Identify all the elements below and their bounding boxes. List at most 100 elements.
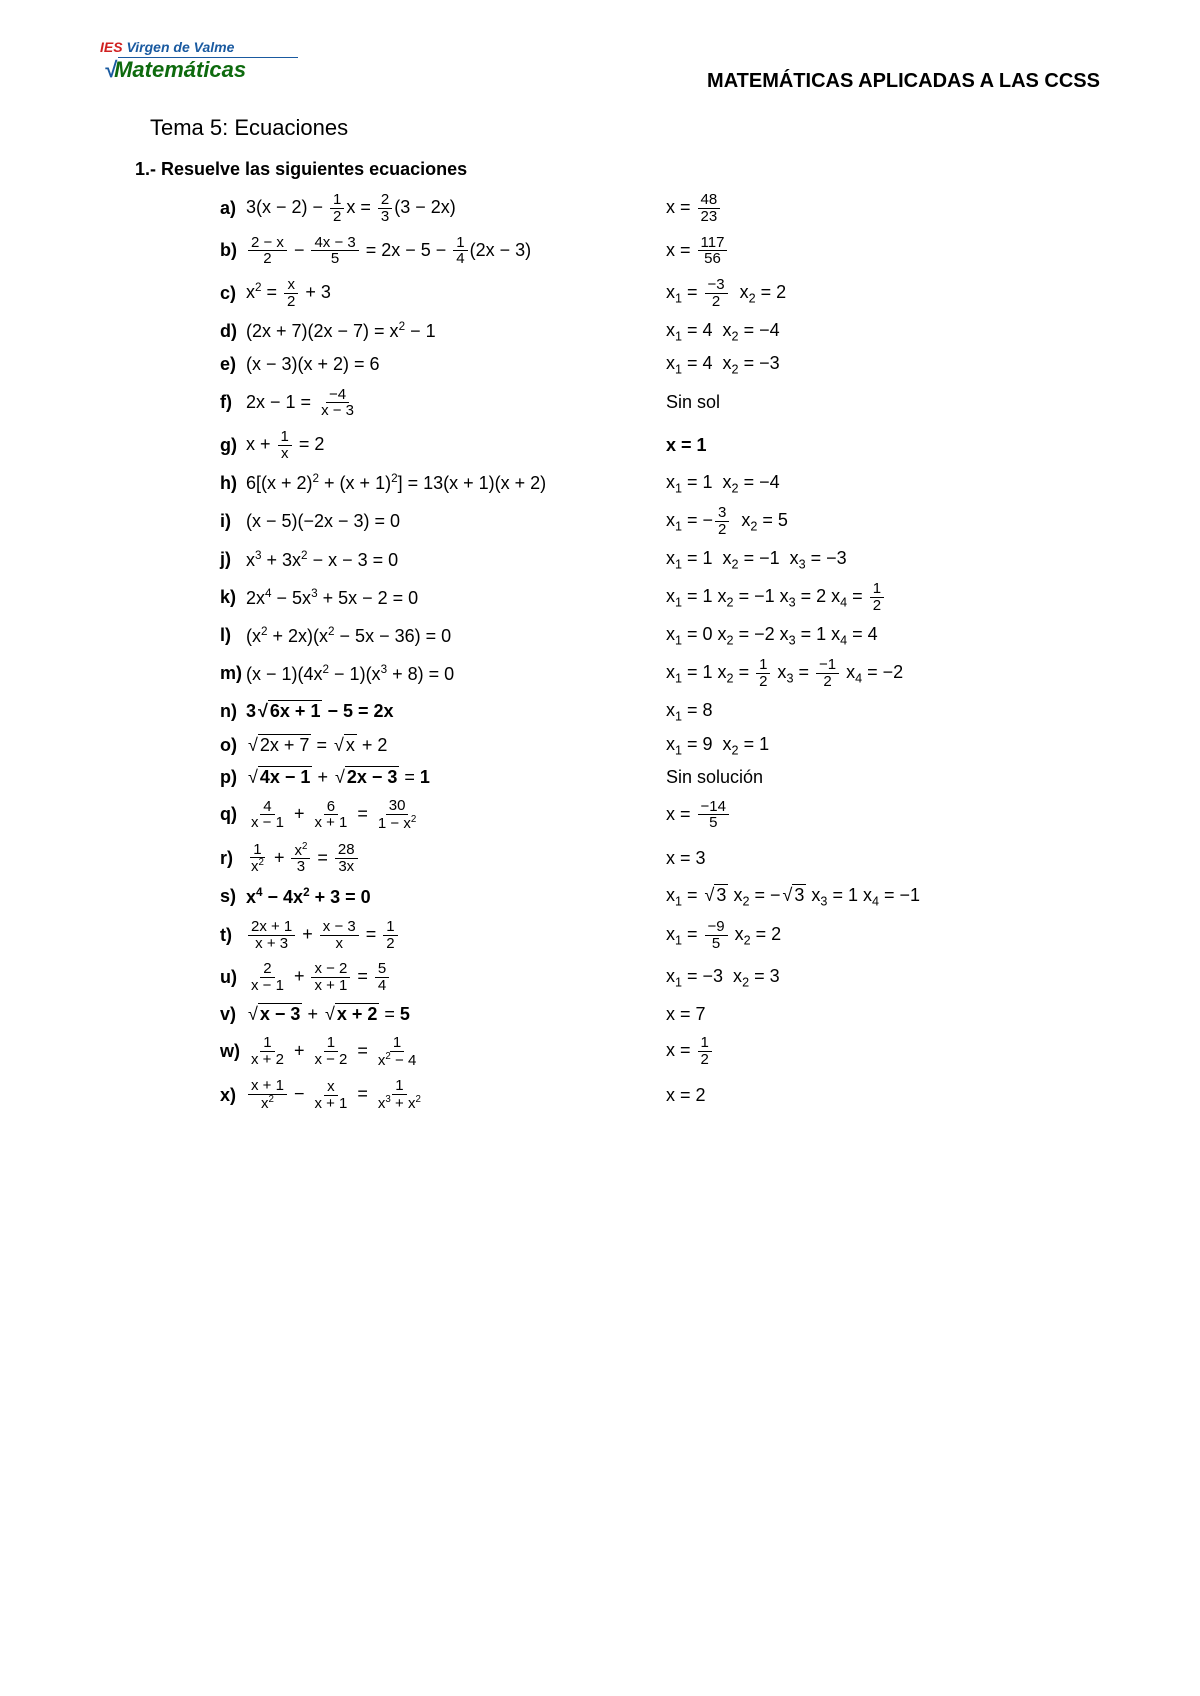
header: IES Virgen de Valme √Matemáticas MATEMÁT… bbox=[100, 40, 1100, 93]
problem-row: t)2x + 1x + 3 + x − 3x = 12x1 = −95 x2 =… bbox=[220, 919, 1100, 952]
problem-answer: x = 11756 bbox=[666, 235, 729, 268]
problem-equation: (x − 1)(4x2 − 1)(x3 + 8) = 0 bbox=[246, 663, 666, 685]
problem-row: m)(x − 1)(4x2 − 1)(x3 + 8) = 0x1 = 1 x2 … bbox=[220, 657, 1100, 690]
problem-label: l) bbox=[220, 625, 246, 646]
problem-equation: 1x2 + x23 = 283x bbox=[246, 842, 666, 876]
problem-row: o)2x + 7 = x + 2x1 = 9 x2 = 1 bbox=[220, 734, 1100, 758]
problem-equation: 4x − 1 + 6x + 1 = 301 − x2 bbox=[246, 798, 666, 832]
problem-answer: x1 = −3 x2 = 3 bbox=[666, 966, 780, 990]
section-title: 1.- Resuelve las siguientes ecuaciones bbox=[135, 159, 1100, 180]
problem-answer: x1 = 1 x2 = −4 bbox=[666, 472, 780, 496]
problem-answer: x = 3 bbox=[666, 848, 706, 869]
problem-label: n) bbox=[220, 701, 246, 722]
problem-label: i) bbox=[220, 511, 246, 532]
problem-answer: x1 = 1 x2 = 12 x3 = −12 x4 = −2 bbox=[666, 657, 903, 690]
problem-equation: 36x + 1 − 5 = 2x bbox=[246, 701, 666, 722]
problem-equation: 6[(x + 2)2 + (x + 1)2] = 13(x + 1)(x + 2… bbox=[246, 472, 666, 494]
problem-label: a) bbox=[220, 198, 246, 219]
problem-answer: x1 = −95 x2 = 2 bbox=[666, 919, 781, 952]
problem-row: j)x3 + 3x2 − x − 3 = 0x1 = 1 x2 = −1 x3 … bbox=[220, 548, 1100, 572]
problem-answer: x1 = 1 x2 = −1 x3 = 2 x4 = 12 bbox=[666, 581, 886, 614]
problem-label: w) bbox=[220, 1041, 246, 1062]
problem-equation: 2x + 1x + 3 + x − 3x = 12 bbox=[246, 919, 666, 952]
problem-equation: x + 1x = 2 bbox=[246, 429, 666, 462]
problem-answer: x1 = 0 x2 = −2 x3 = 1 x4 = 4 bbox=[666, 624, 878, 648]
problem-label: u) bbox=[220, 967, 246, 988]
problem-equation: 3(x − 2) − 12x = 23(3 − 2x) bbox=[246, 192, 666, 225]
course-title: MATEMÁTICAS APLICADAS A LAS CCSS bbox=[707, 70, 1100, 93]
problem-row: w)1x + 2 + 1x − 2 = 1x2 − 4x = 12 bbox=[220, 1035, 1100, 1069]
problem-label: q) bbox=[220, 804, 246, 825]
problem-row: g)x + 1x = 2x = 1 bbox=[220, 429, 1100, 462]
problem-answer: x = 12 bbox=[666, 1035, 714, 1068]
problem-equation: (x − 3)(x + 2) = 6 bbox=[246, 354, 666, 375]
problem-label: o) bbox=[220, 735, 246, 756]
problem-equation: 1x + 2 + 1x − 2 = 1x2 − 4 bbox=[246, 1035, 666, 1069]
problem-label: h) bbox=[220, 473, 246, 494]
problem-row: i)(x − 5)(−2x − 3) = 0x1 = −32 x2 = 5 bbox=[220, 505, 1100, 538]
problem-answer: x1 = 3 x2 = −3 x3 = 1 x4 = −1 bbox=[666, 885, 920, 909]
problem-label: v) bbox=[220, 1004, 246, 1025]
problem-label: t) bbox=[220, 925, 246, 946]
problem-answer: Sin sol bbox=[666, 392, 720, 413]
problem-label: k) bbox=[220, 587, 246, 608]
problem-row: b)2 − x2 − 4x − 35 = 2x − 5 − 14(2x − 3)… bbox=[220, 235, 1100, 268]
problem-equation: x2 = x2 + 3 bbox=[246, 277, 666, 310]
problem-answer: x = 1 bbox=[666, 435, 707, 456]
problem-answer: x1 = 4 x2 = −4 bbox=[666, 320, 780, 344]
problem-row: e)(x − 3)(x + 2) = 6x1 = 4 x2 = −3 bbox=[220, 353, 1100, 377]
problem-label: c) bbox=[220, 283, 246, 304]
problem-row: k)2x4 − 5x3 + 5x − 2 = 0x1 = 1 x2 = −1 x… bbox=[220, 581, 1100, 614]
problem-equation: 2x − 1 + x − 2x + 1 = 54 bbox=[246, 961, 666, 994]
problem-equation: 2x4 − 5x3 + 5x − 2 = 0 bbox=[246, 587, 666, 609]
problem-row: v)x − 3 + x + 2 = 5x = 7 bbox=[220, 1004, 1100, 1025]
problem-label: d) bbox=[220, 321, 246, 342]
problem-label: m) bbox=[220, 663, 246, 684]
problem-answer: x1 = 8 bbox=[666, 700, 713, 724]
problem-label: p) bbox=[220, 767, 246, 788]
problem-label: j) bbox=[220, 549, 246, 570]
problem-equation: 4x − 1 + 2x − 3 = 1 bbox=[246, 767, 666, 788]
problem-label: e) bbox=[220, 354, 246, 375]
problem-equation: x − 3 + x + 2 = 5 bbox=[246, 1004, 666, 1025]
school-logo: IES Virgen de Valme √Matemáticas bbox=[100, 40, 298, 83]
problem-answer: x = 2 bbox=[666, 1085, 706, 1106]
problem-equation: x3 + 3x2 − x − 3 = 0 bbox=[246, 549, 666, 571]
problem-label: b) bbox=[220, 240, 246, 261]
problem-answer: x1 = −32 x2 = 5 bbox=[666, 505, 788, 538]
problem-row: u)2x − 1 + x − 2x + 1 = 54x1 = −3 x2 = 3 bbox=[220, 961, 1100, 994]
problem-equation: x + 1x2 − xx + 1 = 1x3 + x2 bbox=[246, 1078, 666, 1112]
logo-bottom-line: √Matemáticas bbox=[104, 58, 298, 82]
problem-row: c)x2 = x2 + 3x1 = −32 x2 = 2 bbox=[220, 277, 1100, 310]
problem-answer: x1 = −32 x2 = 2 bbox=[666, 277, 786, 310]
page: IES Virgen de Valme √Matemáticas MATEMÁT… bbox=[0, 0, 1200, 1182]
problem-equation: 2x + 7 = x + 2 bbox=[246, 735, 666, 756]
problem-label: g) bbox=[220, 435, 246, 456]
problem-label: f) bbox=[220, 392, 246, 413]
problem-answer: x = 4823 bbox=[666, 192, 722, 225]
problem-answer: x1 = 9 x2 = 1 bbox=[666, 734, 769, 758]
problem-row: a)3(x − 2) − 12x = 23(3 − 2x)x = 4823 bbox=[220, 192, 1100, 225]
problem-answer: x = −145 bbox=[666, 799, 731, 832]
logo-math: Matemáticas bbox=[114, 57, 246, 82]
problem-list: a)3(x − 2) − 12x = 23(3 − 2x)x = 4823b)2… bbox=[220, 192, 1100, 1112]
logo-virgen: Virgen de Valme bbox=[126, 39, 234, 55]
problem-equation: 2x − 1 = −4x − 3 bbox=[246, 387, 666, 420]
problem-equation: (x2 + 2x)(x2 − 5x − 36) = 0 bbox=[246, 625, 666, 647]
problem-answer: x1 = 4 x2 = −3 bbox=[666, 353, 780, 377]
problem-row: s)x4 − 4x2 + 3 = 0x1 = 3 x2 = −3 x3 = 1 … bbox=[220, 885, 1100, 909]
problem-row: n)36x + 1 − 5 = 2xx1 = 8 bbox=[220, 700, 1100, 724]
problem-equation: (2x + 7)(2x − 7) = x2 − 1 bbox=[246, 320, 666, 342]
problem-row: x)x + 1x2 − xx + 1 = 1x3 + x2x = 2 bbox=[220, 1078, 1100, 1112]
problem-answer: Sin solución bbox=[666, 767, 763, 788]
topic-title: Tema 5: Ecuaciones bbox=[150, 115, 1100, 141]
problem-row: f)2x − 1 = −4x − 3Sin sol bbox=[220, 387, 1100, 420]
logo-top-line: IES Virgen de Valme bbox=[100, 40, 298, 55]
logo-ies: IES bbox=[100, 39, 123, 55]
problem-equation: 2 − x2 − 4x − 35 = 2x − 5 − 14(2x − 3) bbox=[246, 235, 666, 268]
problem-row: q)4x − 1 + 6x + 1 = 301 − x2x = −145 bbox=[220, 798, 1100, 832]
problem-answer: x1 = 1 x2 = −1 x3 = −3 bbox=[666, 548, 847, 572]
problem-row: p)4x − 1 + 2x − 3 = 1Sin solución bbox=[220, 767, 1100, 788]
problem-row: d)(2x + 7)(2x − 7) = x2 − 1x1 = 4 x2 = −… bbox=[220, 320, 1100, 344]
problem-label: x) bbox=[220, 1085, 246, 1106]
